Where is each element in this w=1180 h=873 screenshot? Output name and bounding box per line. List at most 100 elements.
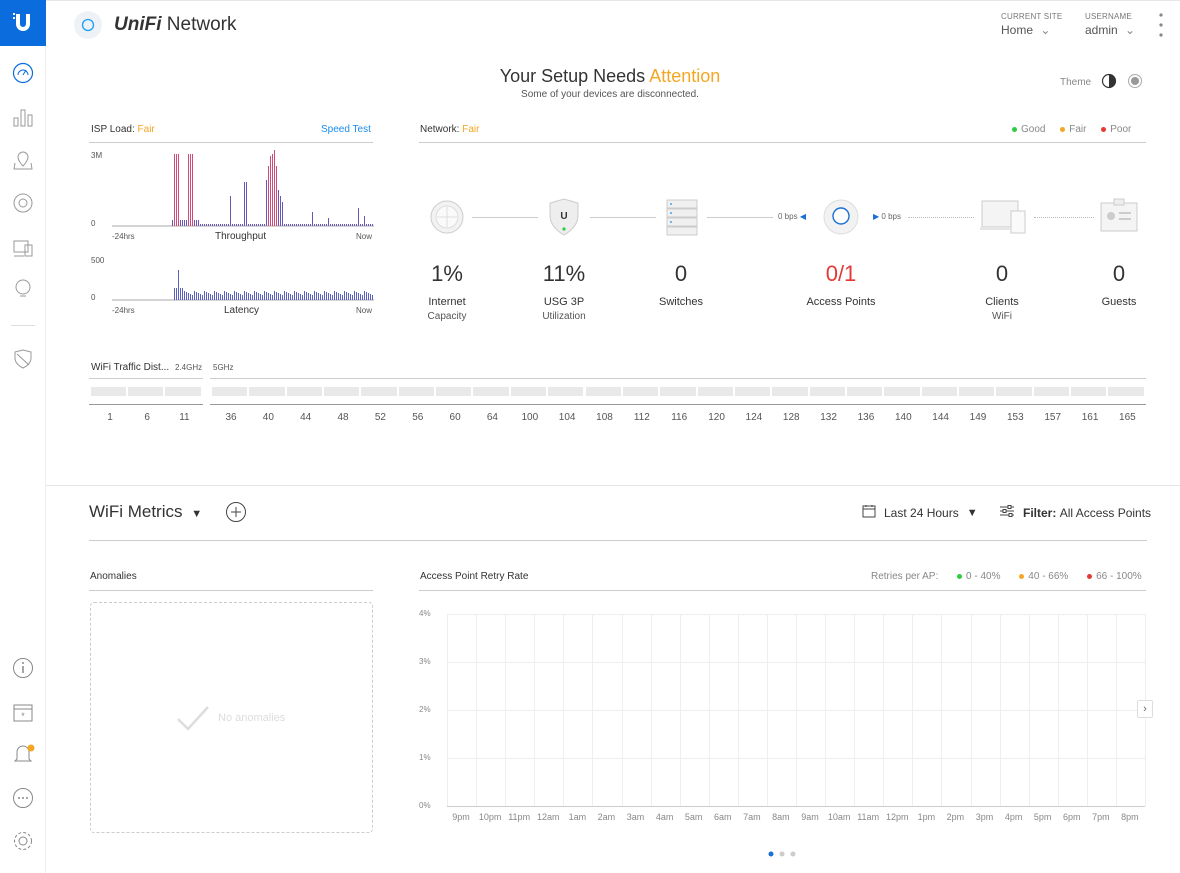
latency-bar [174,288,175,300]
usg-gateway-icon[interactable]: U [546,197,582,242]
map-icon[interactable] [11,148,35,172]
throughput-bar [190,154,191,226]
channel-label: 153 [1007,412,1024,423]
access-point-icon[interactable] [822,198,860,241]
throughput-bar [226,224,227,226]
shield-icon[interactable] [11,347,35,371]
band-24-axis [89,404,203,405]
throughput-bar [212,224,213,226]
throughput-bar [260,224,261,226]
theme-contrast-icon[interactable] [1101,73,1117,92]
latency-bar [240,294,241,300]
grid-line [1028,614,1030,806]
x-tick-label: 6pm [1062,812,1081,822]
throughput-bar [350,224,351,226]
grid-line [708,614,710,806]
add-metric-icon[interactable] [225,501,247,528]
latency-bar [230,294,231,300]
throughput-bar [256,224,257,226]
grid-line [999,614,1001,806]
latency-bar [184,291,185,300]
throughput-bar [196,220,197,226]
x-tick-label: 5am [684,812,703,822]
throughput-bar [290,224,291,226]
latency-bar [302,295,303,300]
internet-globe-icon[interactable] [429,199,465,240]
more-menu-icon[interactable] [1156,11,1166,39]
grid-line [534,614,536,806]
latency-bar [176,288,177,300]
channel-bar [996,387,1032,396]
throughput-bar [280,196,281,226]
status-subtitle: Some of your devices are disconnected. [521,89,699,100]
retry-legend-label: Retries per AP: [871,571,939,582]
info-icon[interactable] [11,656,35,680]
check-icon [175,703,211,738]
throughput-bar [198,220,199,226]
speed-test-link[interactable]: Speed Test [321,124,371,135]
guests-badge-icon[interactable] [1099,197,1139,240]
devices-icon[interactable] [11,191,35,215]
latency-bar [310,294,311,300]
calendar-icon[interactable]: * [11,700,35,724]
link-line [472,217,538,218]
channel-label: 116 [671,412,688,423]
throughput-bar [216,224,217,226]
time-range-value: Last 24 Hours [884,505,959,520]
setup-status: Your Setup Needs Attention Some of your … [400,66,820,100]
statistics-icon[interactable] [11,105,35,129]
grid-line [737,614,739,806]
dashboard-icon[interactable] [11,61,35,85]
brand[interactable]: UniFi Network [74,11,236,39]
throughput-bar [274,150,275,226]
latency-bar [318,293,319,300]
ubiquiti-logo[interactable] [0,0,46,46]
throughput-bar [340,224,341,226]
throughput-bar [308,224,309,226]
latency-bar [326,292,327,300]
brand-suffix: Network [166,14,237,35]
latency-bar [244,291,245,300]
throughput-bar [300,224,301,226]
throughput-bar [210,224,211,226]
channel-label: 36 [225,412,237,423]
time-range-dropdown[interactable]: Last 24 Hours ▼ [862,504,978,521]
latency-bar [372,295,373,300]
latency-bar [198,293,199,300]
chart-next-arrow-icon[interactable]: › [1137,700,1153,718]
channel-label: 128 [782,412,800,423]
channel-bar [286,387,323,396]
throughput-bar [352,224,353,226]
channel-label: 144 [932,412,949,423]
chat-icon[interactable] [11,786,35,810]
throughput-bar [202,224,203,226]
throughput-bar [346,224,347,226]
clients-icon[interactable] [11,236,35,260]
throughput-bar [316,224,317,226]
legend-fair-label: Fair [1069,124,1087,135]
throughput-bar [342,224,343,226]
x-tick-label: 8pm [1121,812,1139,822]
latency-left-label: -24hrs [112,306,135,315]
latency-bar [294,291,295,300]
link-line [707,217,773,218]
notifications-icon[interactable] [11,742,35,766]
guests-value: 0 [1112,261,1126,286]
settings-gear-icon[interactable] [11,829,35,853]
switch-stack-icon[interactable] [665,198,699,243]
insights-icon[interactable] [11,277,35,301]
ap-filter[interactable]: Filter: All Access Points [999,504,1151,521]
wifi-metrics-dropdown[interactable]: WiFi Metrics ▼ [89,502,202,522]
clients-devices-icon[interactable] [979,199,1029,240]
throughput-bar [334,224,335,226]
throughput-bar [244,182,245,226]
x-tick-label: 3pm [975,812,994,822]
throughput-bar [254,224,255,226]
theme-default-icon[interactable] [1127,73,1143,92]
clients-sub: WiFi [992,311,1012,322]
username-selector[interactable]: USERNAME admin ⌄ [1085,12,1135,37]
latency-bar [352,295,353,300]
isp-divider [89,142,373,143]
network-legend: Good Fair Poor [1012,124,1131,135]
current-site-selector[interactable]: CURRENT SITE Home ⌄ [1001,12,1062,37]
